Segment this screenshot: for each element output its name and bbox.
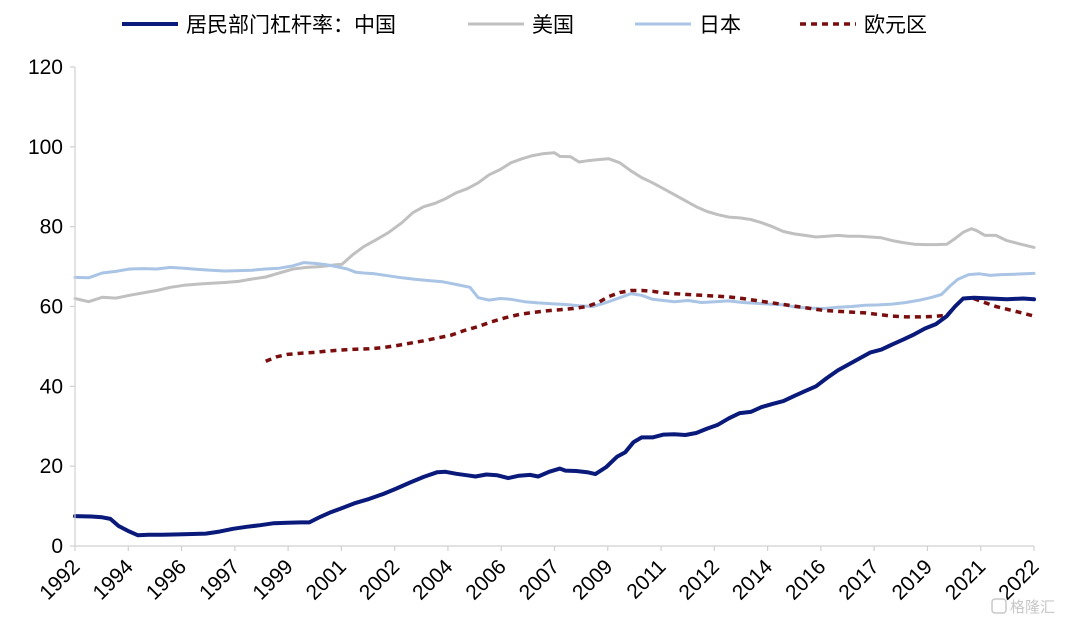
y-tick-label: 40 (40, 375, 63, 398)
legend-label-0: 居民部门杠杆率：中国 (186, 13, 396, 37)
x-tick-label: 2011 (622, 555, 670, 603)
x-tick-label: 1999 (248, 555, 297, 604)
y-tick-label: 0 (51, 535, 63, 558)
y-tick-label: 20 (40, 455, 63, 478)
x-tick-label: 2002 (355, 555, 404, 604)
x-tick-label: 2012 (675, 555, 724, 604)
legend-label-3: 欧元区 (864, 13, 927, 37)
legend-label-2: 日本 (699, 13, 741, 37)
x-tick-label: 1996 (142, 555, 191, 604)
x-tick-label: 1992 (35, 555, 84, 604)
legend-label-1: 美国 (532, 13, 574, 37)
x-tick-label: 2021 (941, 555, 990, 604)
series-line-3 (265, 288, 1035, 363)
x-tick-label: 2014 (728, 555, 778, 605)
y-tick-label: 60 (40, 296, 63, 319)
x-tick-label: 2004 (408, 555, 458, 605)
watermark-text: 格隆汇 (1010, 598, 1055, 616)
x-tick-label: 2019 (888, 555, 937, 604)
x-tick-label: 2007 (515, 555, 564, 604)
y-tick-label: 80 (40, 216, 63, 239)
x-tick-label: 1994 (89, 555, 139, 605)
chart-legend: 居民部门杠杆率：中国 美国 日本 欧元区 (122, 13, 927, 37)
x-tick-label: 2009 (568, 555, 617, 604)
series-line-1 (73, 151, 1036, 304)
x-tick-label: 2001 (302, 555, 351, 604)
series-line-2 (73, 261, 1036, 310)
y-tick-label: 120 (28, 56, 63, 79)
watermark: 格隆汇 (991, 598, 1055, 616)
series-line-0 (73, 295, 1036, 538)
y-tick-label: 100 (28, 136, 63, 159)
series-layer (73, 151, 1036, 538)
x-tick-label: 2017 (834, 555, 883, 604)
watermark-logo-icon (991, 598, 1007, 614)
x-tick-label: 2006 (461, 555, 510, 604)
x-tick-label: 1997 (195, 555, 244, 604)
x-tick-label: 2016 (781, 555, 830, 604)
